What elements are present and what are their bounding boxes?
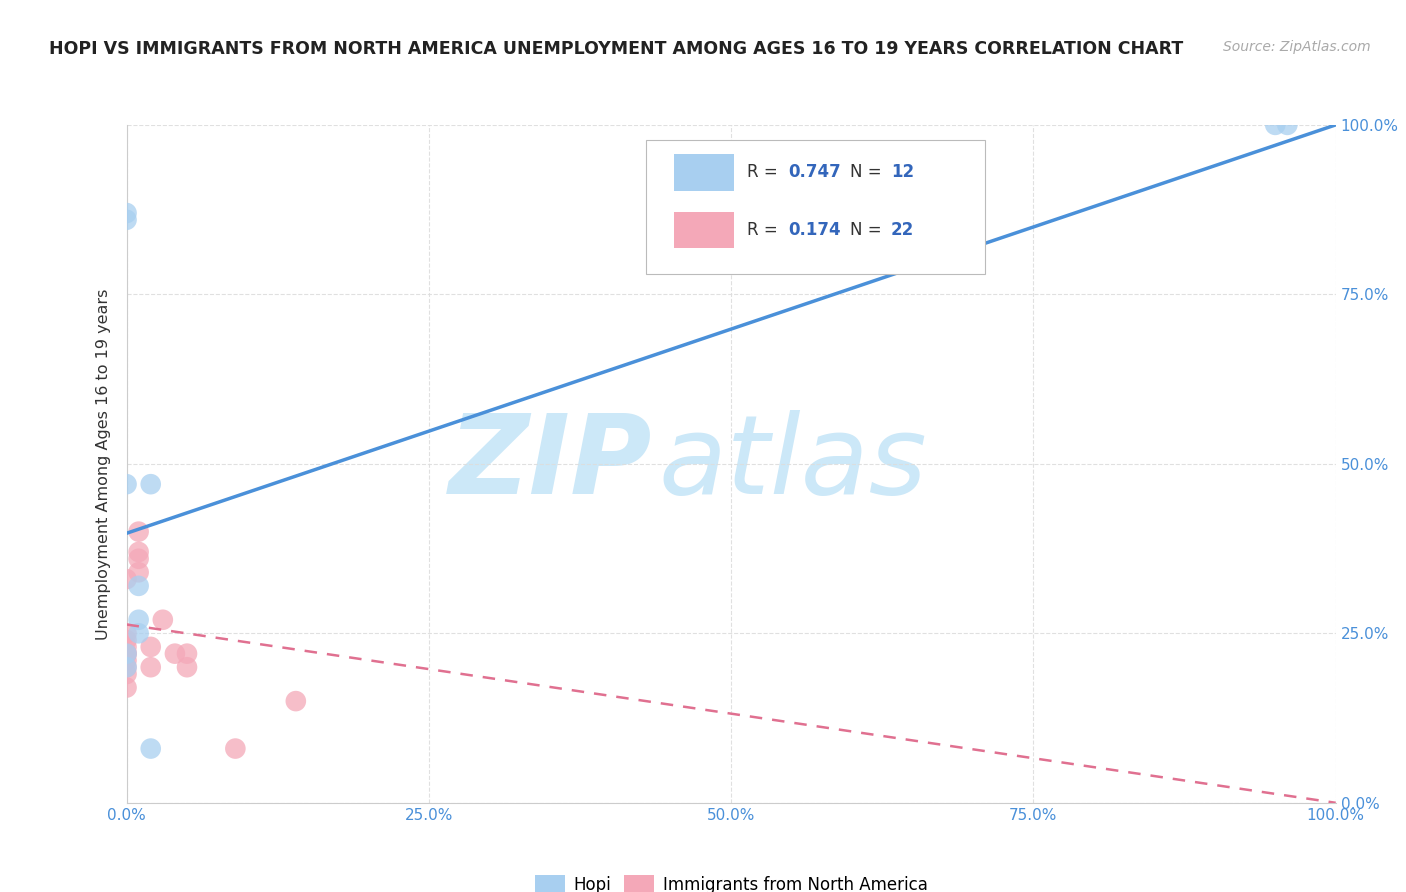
Text: 12: 12 — [891, 162, 914, 181]
Point — [115, 206, 138, 220]
Point — [128, 626, 150, 640]
Point — [176, 647, 198, 661]
Point — [139, 640, 162, 654]
Text: 0.174: 0.174 — [787, 221, 841, 239]
Point — [115, 640, 138, 654]
Point — [224, 741, 246, 756]
Text: N =: N = — [849, 162, 887, 181]
Point — [139, 741, 162, 756]
Point — [115, 660, 138, 674]
Point — [1277, 118, 1299, 132]
Point — [128, 545, 150, 559]
Text: HOPI VS IMMIGRANTS FROM NORTH AMERICA UNEMPLOYMENT AMONG AGES 16 TO 19 YEARS COR: HOPI VS IMMIGRANTS FROM NORTH AMERICA UN… — [49, 40, 1184, 58]
Text: 22: 22 — [891, 221, 914, 239]
Point — [139, 660, 162, 674]
FancyBboxPatch shape — [675, 154, 734, 191]
Text: R =: R = — [747, 162, 783, 181]
Point — [128, 579, 150, 593]
Text: Source: ZipAtlas.com: Source: ZipAtlas.com — [1223, 40, 1371, 54]
Point — [176, 660, 198, 674]
Point — [128, 613, 150, 627]
Point — [115, 572, 138, 586]
Y-axis label: Unemployment Among Ages 16 to 19 years: Unemployment Among Ages 16 to 19 years — [96, 288, 111, 640]
Point — [128, 566, 150, 580]
Point — [115, 653, 138, 667]
FancyBboxPatch shape — [675, 211, 734, 248]
Point — [139, 477, 162, 491]
Point — [284, 694, 307, 708]
Point — [115, 647, 138, 661]
Text: N =: N = — [849, 221, 887, 239]
Text: R =: R = — [747, 221, 783, 239]
Point — [115, 647, 138, 661]
Legend: Hopi, Immigrants from North America: Hopi, Immigrants from North America — [529, 869, 934, 892]
Text: ZIP: ZIP — [449, 410, 652, 517]
Text: 0.747: 0.747 — [787, 162, 841, 181]
Point — [115, 667, 138, 681]
Point — [163, 647, 186, 661]
Point — [115, 477, 138, 491]
Point — [115, 681, 138, 695]
Text: atlas: atlas — [658, 410, 927, 517]
Point — [1264, 118, 1286, 132]
Point — [115, 660, 138, 674]
Point — [115, 647, 138, 661]
Point — [128, 524, 150, 539]
Point — [115, 212, 138, 227]
FancyBboxPatch shape — [647, 140, 986, 274]
Point — [128, 551, 150, 566]
Point — [115, 626, 138, 640]
Point — [115, 633, 138, 648]
Point — [152, 613, 174, 627]
